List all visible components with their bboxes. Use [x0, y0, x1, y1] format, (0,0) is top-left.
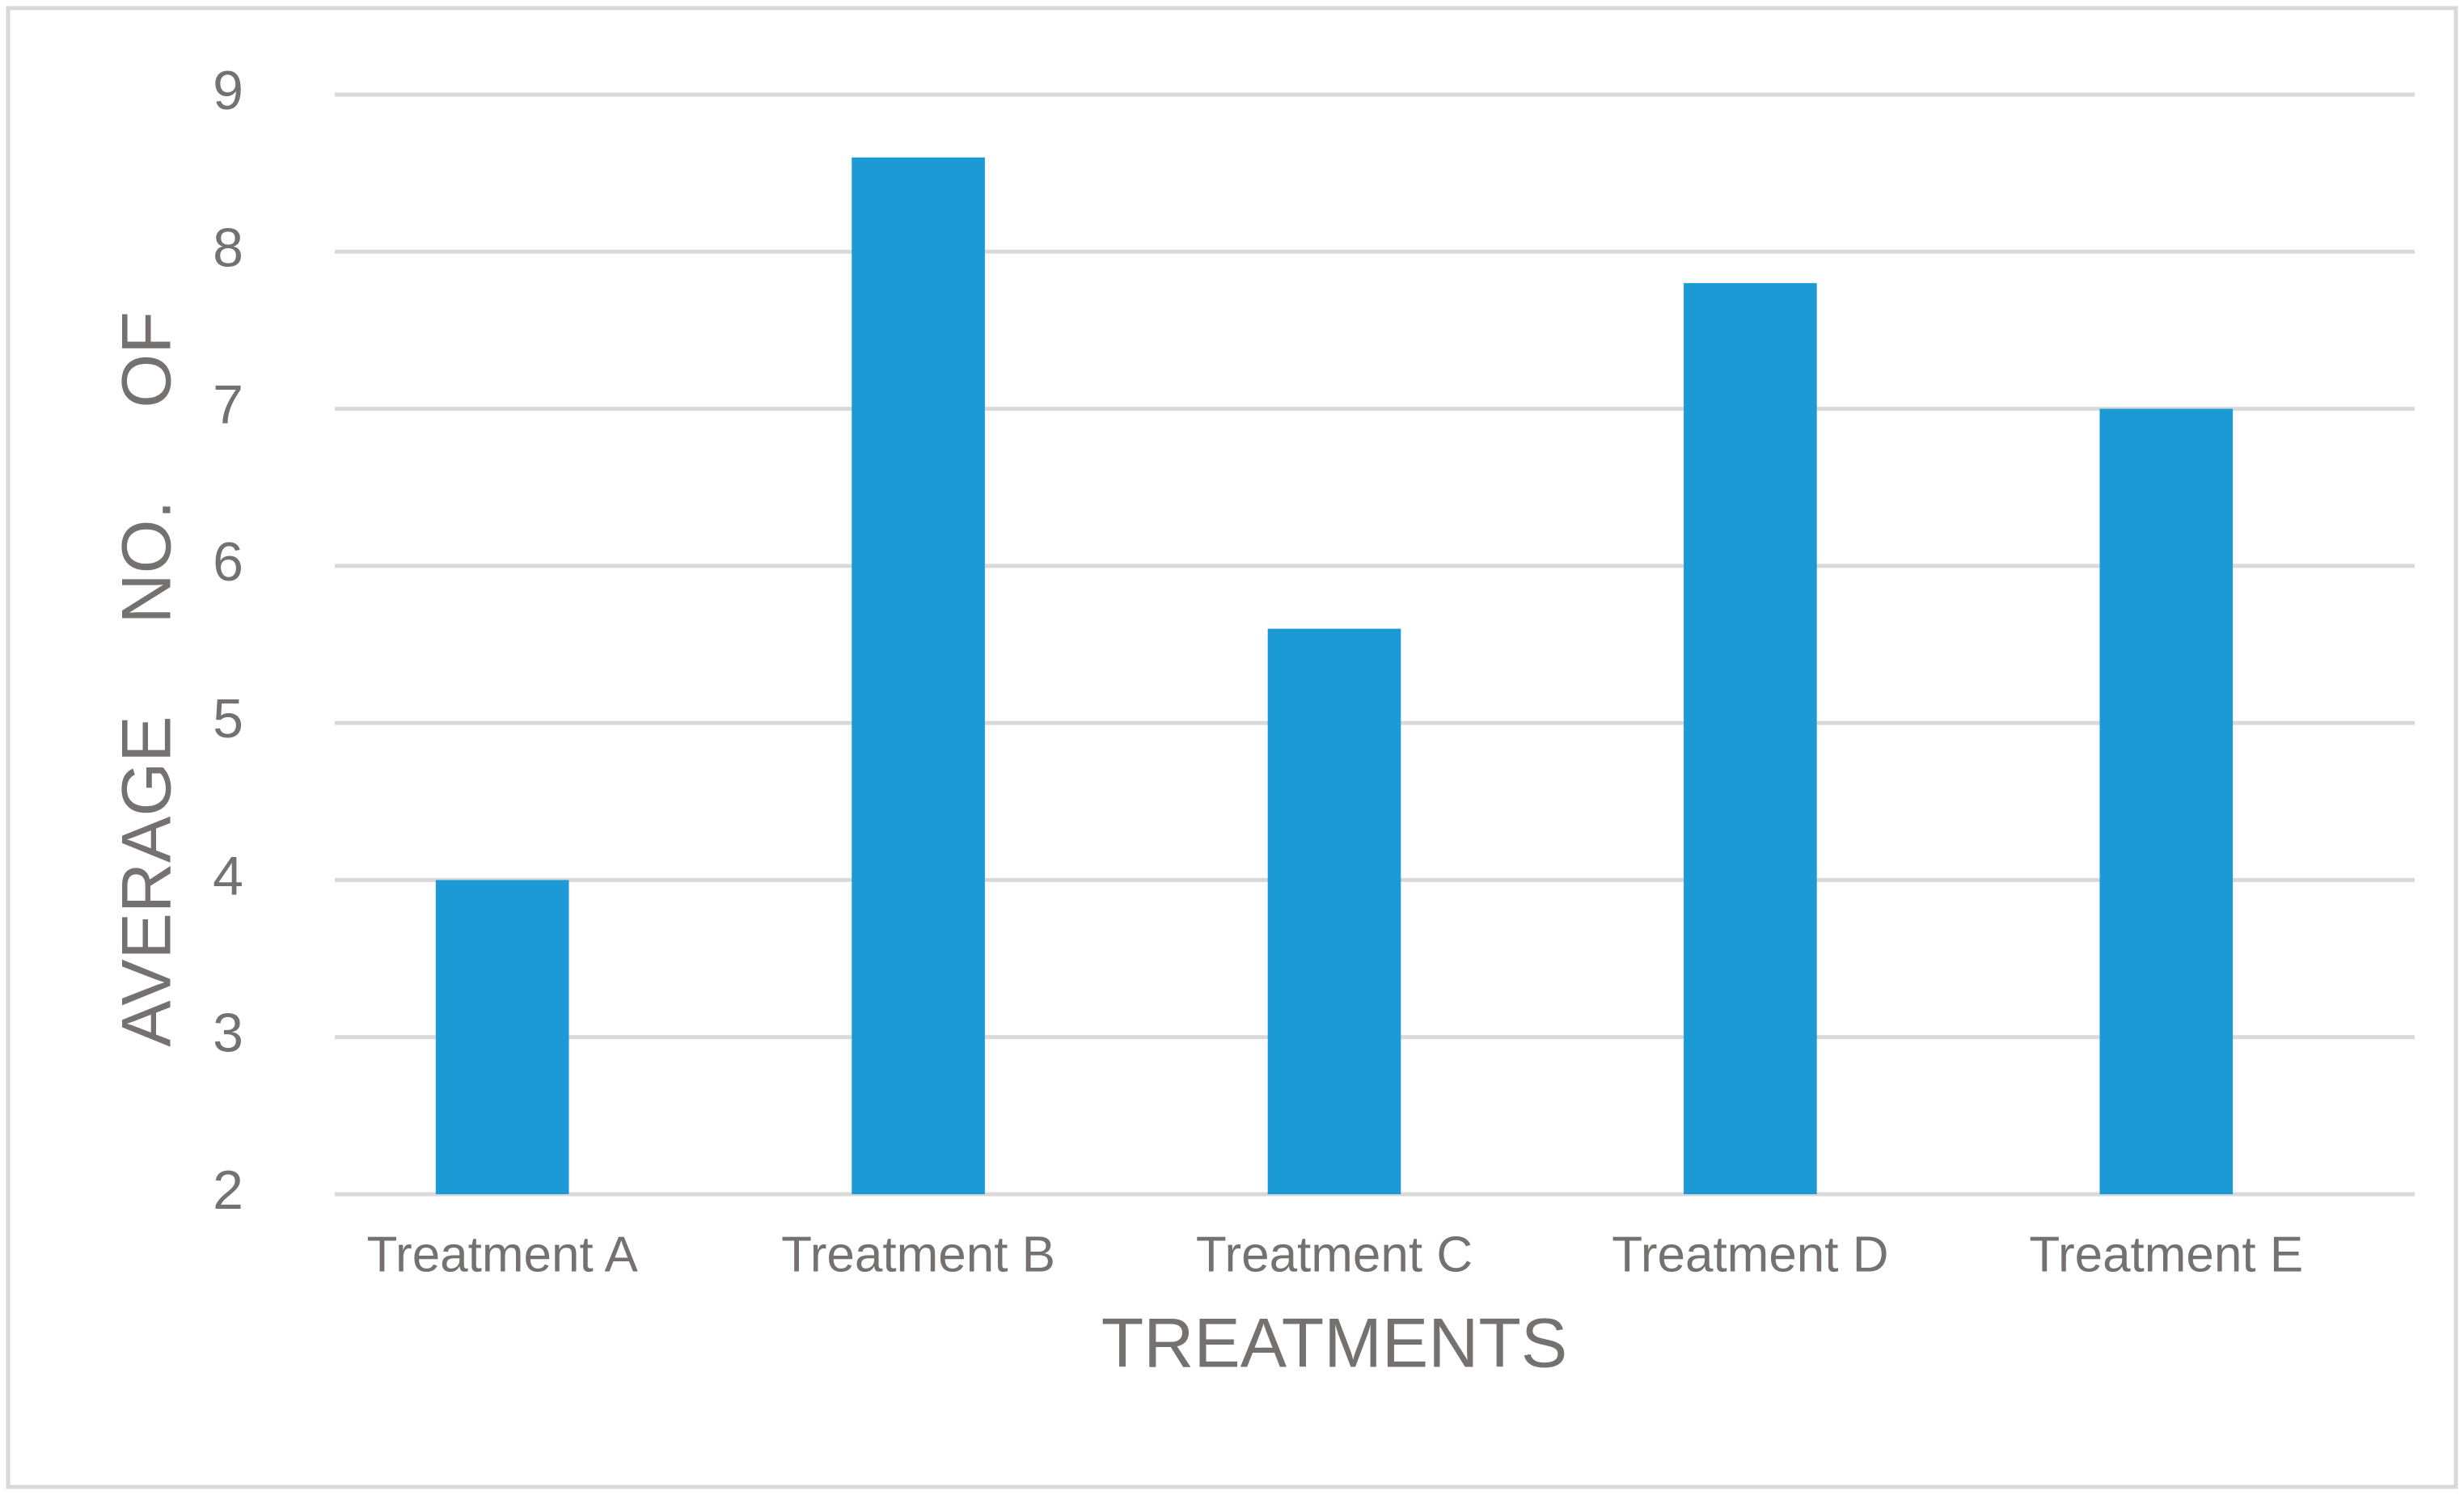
bar [852, 157, 985, 1195]
x-tick-label: Treatment B [781, 1227, 1055, 1282]
y-tick-label: 6 [213, 531, 243, 593]
y-axis-title: AVERAGE NO. OF [108, 311, 186, 1047]
y-tick-label: 8 [213, 217, 243, 278]
x-tick-label: Treatment D [1612, 1227, 1888, 1282]
bar [2099, 408, 2234, 1195]
y-tick-label: 3 [213, 1003, 243, 1064]
x-axis-title: TREATMENTS [1101, 1305, 1568, 1383]
bar [435, 880, 569, 1194]
y-tick-label: 2 [213, 1159, 243, 1221]
x-tick-label: Treatment A [366, 1227, 638, 1282]
y-tick-label: 7 [213, 374, 243, 436]
bar [1684, 283, 1817, 1195]
chart-border [6, 6, 2458, 1489]
y-tick-label: 5 [213, 688, 243, 750]
bar [1267, 628, 1401, 1194]
x-tick-label: Treatment C [1196, 1227, 1473, 1282]
y-tick-label: 9 [213, 60, 243, 121]
x-tick-label: Treatment E [2029, 1227, 2303, 1282]
y-tick-label: 4 [213, 845, 243, 906]
